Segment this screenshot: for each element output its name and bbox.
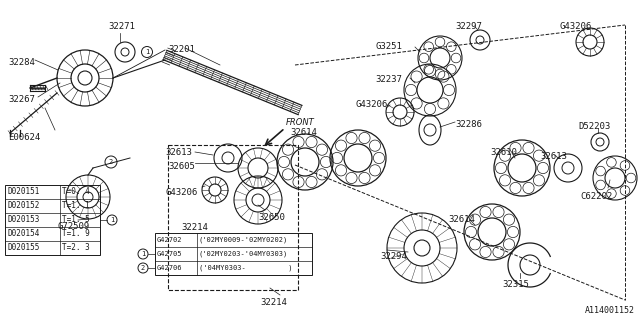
- Text: G43206: G43206: [165, 188, 197, 197]
- Bar: [168, 145, 298, 290]
- Text: 32613: 32613: [165, 148, 192, 157]
- Text: D52203: D52203: [578, 122, 611, 131]
- Text: 32214: 32214: [182, 223, 209, 232]
- Text: 32201: 32201: [168, 45, 195, 54]
- Text: T=2. 3: T=2. 3: [62, 244, 90, 252]
- Bar: [155, 233, 312, 275]
- Text: 32267: 32267: [8, 95, 35, 104]
- Text: G72509: G72509: [58, 222, 90, 231]
- Text: 32294: 32294: [380, 252, 407, 261]
- Text: 32610: 32610: [490, 148, 517, 157]
- Text: T=1. 9: T=1. 9: [62, 229, 90, 238]
- Text: 2: 2: [109, 159, 113, 165]
- Text: G42702: G42702: [157, 237, 182, 243]
- Text: 32237: 32237: [375, 75, 402, 84]
- Text: 2: 2: [141, 265, 145, 271]
- Text: 1: 1: [145, 49, 149, 55]
- Text: D020152: D020152: [7, 202, 40, 211]
- Text: ('02MY0009-'02MY0202): ('02MY0009-'02MY0202): [199, 237, 288, 243]
- Text: 32605: 32605: [168, 162, 195, 171]
- Text: 32315: 32315: [502, 280, 529, 289]
- Text: G43206: G43206: [560, 22, 592, 31]
- Bar: [5, 185, 100, 255]
- Text: ('02MY0203-'04MY0303): ('02MY0203-'04MY0303): [199, 251, 288, 257]
- Text: FRONT: FRONT: [286, 118, 315, 127]
- Text: 32297: 32297: [455, 22, 482, 31]
- Text: D020154: D020154: [7, 229, 40, 238]
- Text: 32614: 32614: [448, 215, 475, 224]
- Text: 32613: 32613: [540, 152, 567, 161]
- Text: G3251: G3251: [375, 42, 402, 51]
- Text: 32284: 32284: [8, 58, 35, 67]
- Text: A114001152: A114001152: [585, 306, 635, 315]
- Text: 32650: 32650: [258, 213, 285, 222]
- Text: E00624: E00624: [8, 133, 40, 142]
- Text: G42705: G42705: [157, 251, 182, 257]
- Text: D020155: D020155: [7, 244, 40, 252]
- Text: 32614: 32614: [290, 128, 317, 137]
- Text: T=1. 1: T=1. 1: [62, 202, 90, 211]
- Text: 1: 1: [110, 217, 114, 223]
- Text: 32214: 32214: [260, 298, 287, 307]
- Text: D020151: D020151: [7, 188, 40, 196]
- Text: 32271: 32271: [108, 22, 135, 31]
- Text: 32286: 32286: [455, 120, 482, 129]
- Text: C62202: C62202: [580, 192, 612, 201]
- Text: G42706: G42706: [157, 265, 182, 271]
- Text: D020153: D020153: [7, 215, 40, 225]
- Text: G43206: G43206: [355, 100, 387, 109]
- Text: 1: 1: [141, 251, 145, 257]
- Text: T=0. 4: T=0. 4: [62, 188, 90, 196]
- Text: ('04MY0303-          ): ('04MY0303- ): [199, 265, 292, 271]
- Text: T=1. 5: T=1. 5: [62, 215, 90, 225]
